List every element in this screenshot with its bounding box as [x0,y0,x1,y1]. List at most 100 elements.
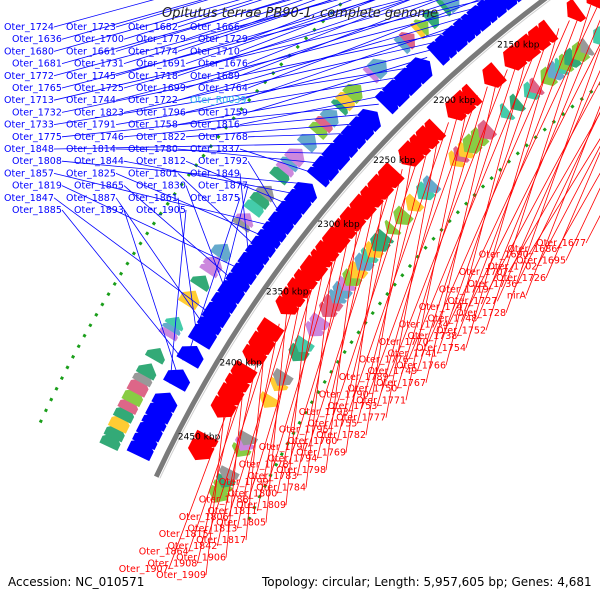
reverse-gene-2 [187,437,215,461]
forward-gene-label: Oter_1808 [12,156,62,167]
reverse-leader-line [245,345,266,541]
reverse-leader-line [376,113,459,407]
forward-gene-label: Oter_1822 [136,132,186,143]
forward-gene-label: Oter_1819 [12,181,62,192]
reverse-gene-label: Oter_1686 [507,244,557,255]
reverse-leader-line [485,4,592,331]
reverse-gene-label: Oter_1734 [399,320,449,331]
forward-gene-label: Oter_1765 [12,83,62,94]
reverse-gene-label: Oter_1842 [167,541,217,552]
reverse-leader-line [276,259,326,494]
reverse-leader-line [305,249,334,488]
reverse-gene-27 [367,173,395,200]
forward-leader-line [123,209,177,373]
reverse-leader-line [445,52,529,366]
reverse-gene-label: Oter_1771 [356,395,406,406]
reverse-gene-label: Oter_1864 [139,547,189,558]
reverse-gene-label: Oter_1767 [376,378,426,389]
forward-gene-label: Oter_1849 [190,168,240,179]
reverse-cds-17 [272,367,294,386]
tick-label: 2200 kbp [433,96,476,106]
tick-label: 2350 kbp [266,288,309,298]
reverse-leader-line [345,188,385,453]
forward-leader-line [53,173,274,227]
forward-gene-label: Oter_1764 [198,83,248,94]
forward-gene-label: Oter_1780 [128,144,178,155]
reverse-gene-label: Oter_1809 [236,500,286,511]
reverse-leader-line [236,323,280,529]
reverse-gene-label: Oter_1908 [147,558,197,569]
forward-leader-line [115,173,266,238]
forward-cds-40 [283,148,305,168]
reverse-gene-label: Oter_1800 [227,488,277,499]
forward-leader-line [53,0,240,52]
tick-label: 2400 kbp [219,358,262,368]
reverse-gene-label: Oter_1789 [339,372,389,383]
forward-cds-42 [296,134,317,153]
forward-leader-line [218,185,249,304]
reverse-gene-label: Oter_1766 [396,360,446,371]
reverse-gene-label: Oter_1784 [256,483,306,494]
forward-leader-line [177,148,325,164]
forward-gene-label: Oter_1732 [12,107,62,118]
forward-gene-label: Oter_1699 [136,83,186,94]
forward-gene-label: Oter_1759 [198,107,248,118]
forward-leader-line [177,0,332,52]
reverse-cds-37 [377,228,395,244]
forward-leader-line [247,132,351,138]
forward-gene-label: Oter_1725 [74,83,124,94]
reverse-leader-line [225,379,245,558]
forward-cds-46 [319,109,339,128]
reverse-cds-21 [294,334,315,353]
forward-leader-line [53,66,418,125]
reverse-gene-6 [210,395,238,418]
reverse-gene-label: Oter_1738 [407,331,457,342]
reverse-gene-label: Oter_1815 [159,529,209,540]
forward-leader-line [61,0,292,64]
reverse-gene-label: Oter_1741 [387,349,437,360]
forward-leader-line [185,48,438,113]
reverse-leader-line [465,28,560,348]
reverse-gene-label: Oter_1728 [456,308,506,319]
forward-leader-line [115,197,205,326]
tick-label: 2450 kbp [178,432,221,442]
reverse-leader-line [256,291,303,512]
reverse-gene-label: Oter_1794 [267,454,317,465]
forward-leader-line [53,0,486,101]
reverse-gene-label: Oter_1811 [207,506,257,517]
forward-leader-line [177,197,198,338]
forward-gene-label: Oter_1812 [136,156,186,167]
reverse-gene-label: Oter_1798 [276,465,326,476]
reverse-leader-line [216,356,259,546]
forward-gene-label: Oter_1775 [12,132,62,143]
forward-leader-line [239,0,440,77]
forward-leader-line [185,0,373,64]
reverse-gene-label: Oter_1776 [359,354,409,365]
forward-gene-label: Oter_1689 [190,71,240,82]
forward-gene-label: Oter_1848 [4,144,54,155]
forward-gene-label: Oter_1857 [4,168,54,179]
reverse-gene-label: Oter_1747 [419,302,469,313]
reverse-gene-label: Oter_1797 [259,442,309,453]
reverse-gene-label: Oter_1813 [187,523,237,534]
reverse-leader-line [505,47,600,314]
reverse-leader-line [268,238,343,482]
forward-gene-label: Oter_1768 [198,132,248,143]
reverse-leader-line [285,280,310,506]
backbone-ring [153,0,548,478]
forward-gene-label: Oter_1758 [128,120,178,131]
forward-gene-label: Oter_1733 [4,120,54,131]
forward-gene-label: Oter_1865 [74,181,124,192]
reverse-gene-label: Oter_1748 [427,314,477,325]
reverse-leader-line [168,402,232,570]
reverse-leader-line [516,111,600,284]
forward-gene-label: Oter_1723 [66,22,116,33]
forward-gene-label: Oter_1801 [128,168,178,179]
forward-leader-line [61,0,404,89]
forward-cds-20 [190,275,210,292]
reverse-gene-33 [424,118,447,141]
forward-cds-25 [210,243,232,263]
forward-leader-line [177,84,398,125]
forward-leader-line [115,148,333,154]
